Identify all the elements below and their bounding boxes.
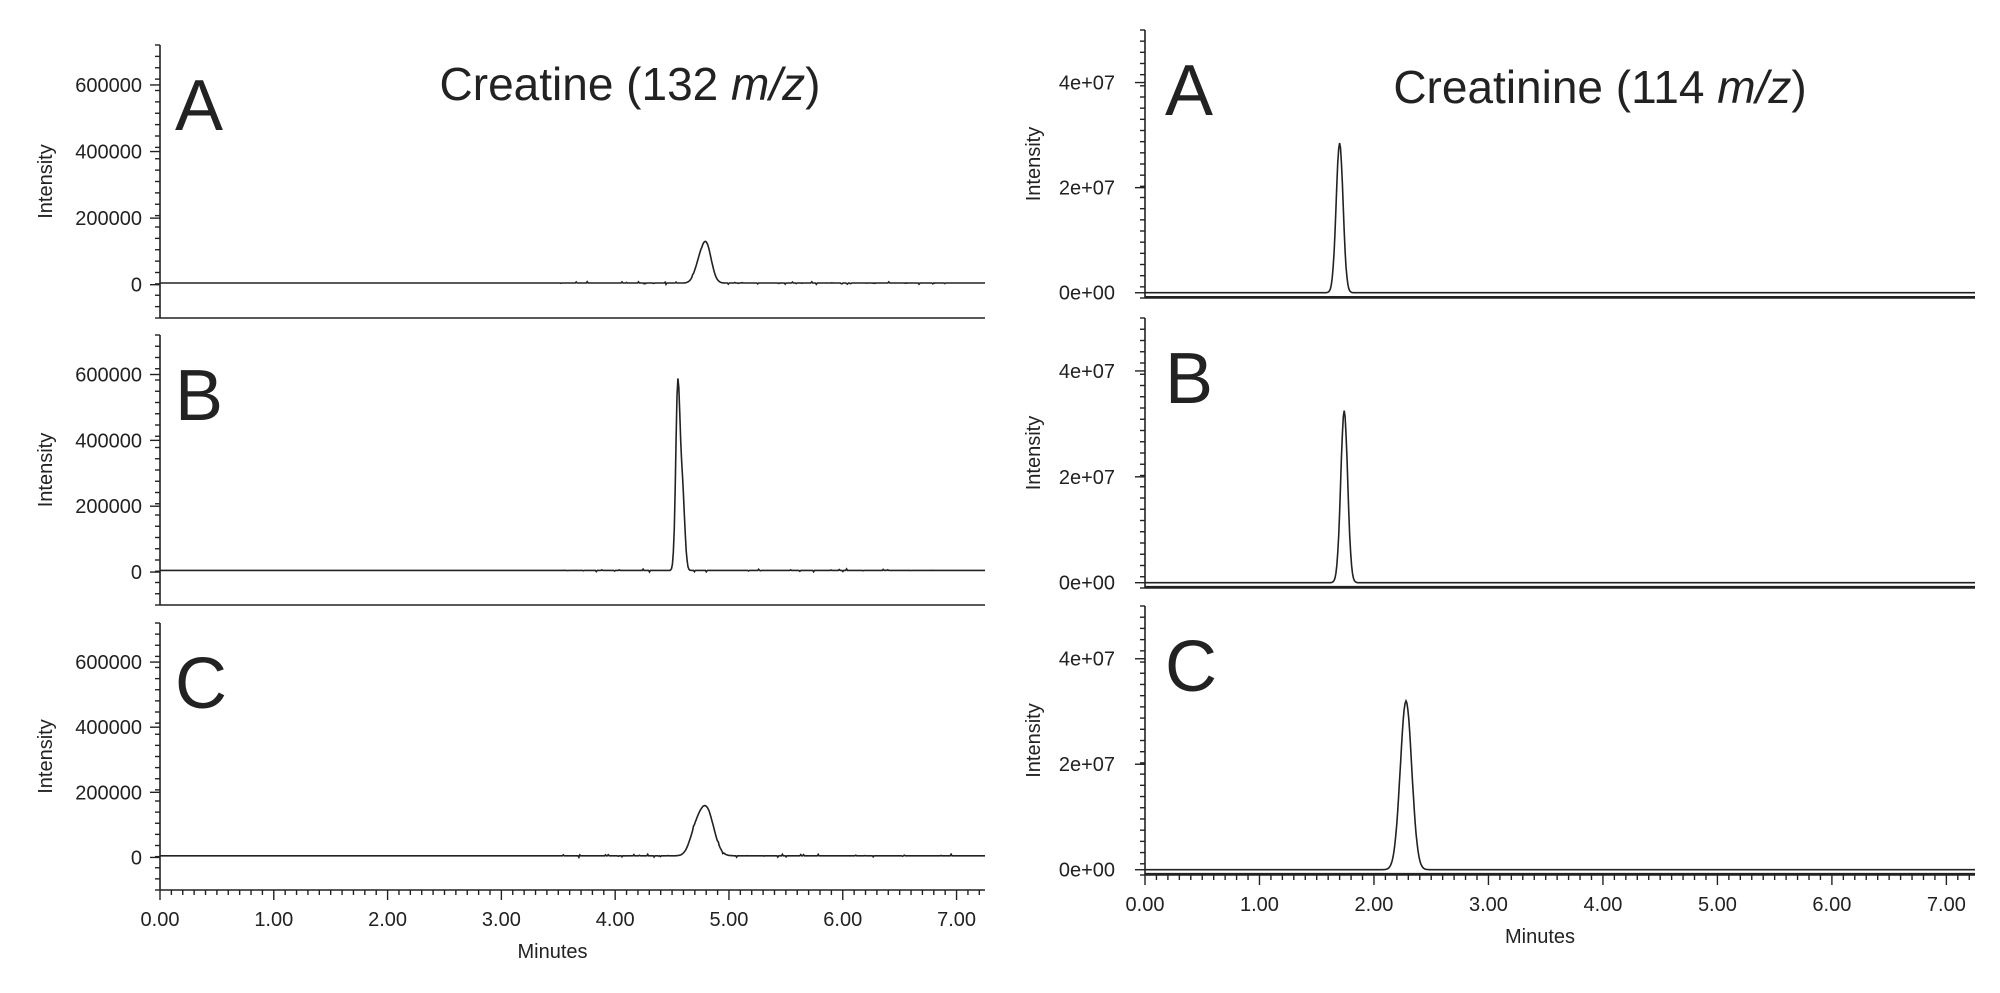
chromatogram-trace bbox=[160, 240, 985, 286]
y-axis-title: Intensity bbox=[1023, 127, 1045, 201]
y-axis-title: Intensity bbox=[35, 719, 57, 793]
compound-title: Creatinine (114 m/z) bbox=[1393, 61, 1806, 113]
y-tick-label: 400000 bbox=[75, 430, 142, 452]
x-tick-label: 4.00 bbox=[1583, 894, 1622, 916]
x-tick-label: 1.00 bbox=[1240, 894, 1279, 916]
x-axis-title: Minutes bbox=[1505, 926, 1575, 948]
x-tick-label: 3.00 bbox=[1469, 894, 1508, 916]
y-tick-label: 0 bbox=[131, 275, 142, 297]
y-tick-label: 0e+00 bbox=[1059, 573, 1115, 595]
panel-letter: B bbox=[1165, 339, 1213, 419]
y-tick-label: 600000 bbox=[75, 365, 142, 387]
chart-0: 0 200000 400000 600000 Intensity A 0 200000 4000… bbox=[35, 44, 985, 963]
compound-title: Creatine (132 m/z) bbox=[440, 58, 821, 110]
y-axis-title: Intensity bbox=[1023, 416, 1045, 490]
x-tick-label: 3.00 bbox=[482, 909, 521, 931]
chromatogram-trace bbox=[160, 804, 985, 860]
x-tick-label: 2.00 bbox=[1354, 894, 1393, 916]
panel-c: 0 200000 400000 600000 Intensity C bbox=[35, 622, 985, 891]
x-axis-title: Minutes bbox=[517, 941, 587, 963]
x-tick-label: 0.00 bbox=[1126, 894, 1165, 916]
chromatogram-trace bbox=[1145, 698, 1975, 871]
y-tick-label: 4e+07 bbox=[1059, 361, 1115, 383]
panel-c: 0e+00 2e+07 4e+07 Intensity C bbox=[1023, 605, 1975, 882]
y-tick-label: 2e+07 bbox=[1059, 467, 1115, 489]
y-tick-label: 200000 bbox=[75, 496, 142, 518]
y-tick-label: 0 bbox=[131, 562, 142, 584]
panel-b: 0e+00 2e+07 4e+07 Intensity B bbox=[1023, 317, 1975, 595]
x-tick-label: 0.00 bbox=[141, 909, 180, 931]
panel-b: 0 200000 400000 600000 Intensity B bbox=[35, 334, 985, 606]
y-axis-title: Intensity bbox=[35, 433, 57, 507]
y-tick-label: 600000 bbox=[75, 652, 142, 674]
panel-letter: A bbox=[1165, 51, 1213, 131]
y-tick-label: 0e+00 bbox=[1059, 283, 1115, 305]
y-tick-label: 200000 bbox=[75, 782, 142, 804]
x-tick-label: 2.00 bbox=[368, 909, 407, 931]
y-axis-title: Intensity bbox=[35, 144, 57, 218]
x-tick-label: 5.00 bbox=[709, 909, 748, 931]
y-tick-label: 200000 bbox=[75, 208, 142, 230]
chart-1: 0e+00 2e+07 4e+07 Intensity A 0e+00 2e+07 4e+07… bbox=[1023, 29, 1975, 948]
y-axis-title: Intensity bbox=[1023, 703, 1045, 777]
y-tick-label: 600000 bbox=[75, 75, 142, 97]
y-tick-label: 4e+07 bbox=[1059, 649, 1115, 671]
panel-letter: B bbox=[175, 356, 223, 436]
y-tick-label: 400000 bbox=[75, 142, 142, 164]
y-tick-label: 4e+07 bbox=[1059, 73, 1115, 95]
y-tick-label: 2e+07 bbox=[1059, 754, 1115, 776]
x-tick-label: 5.00 bbox=[1698, 894, 1737, 916]
chromatogram-trace bbox=[1145, 142, 1975, 294]
x-tick-label: 6.00 bbox=[823, 909, 862, 931]
panel-a: 0 200000 400000 600000 Intensity A bbox=[35, 44, 985, 319]
panel-letter: C bbox=[1165, 627, 1217, 707]
x-tick-label: 7.00 bbox=[937, 909, 976, 931]
x-tick-label: 7.00 bbox=[1927, 894, 1966, 916]
x-tick-label: 1.00 bbox=[254, 909, 293, 931]
y-tick-label: 0 bbox=[131, 847, 142, 869]
chromatogram-trace bbox=[160, 378, 985, 574]
x-tick-label: 4.00 bbox=[596, 909, 635, 931]
y-tick-label: 0e+00 bbox=[1059, 860, 1115, 882]
y-tick-label: 2e+07 bbox=[1059, 178, 1115, 200]
chromatogram-trace bbox=[1145, 410, 1975, 584]
panel-letter: C bbox=[175, 644, 227, 724]
x-tick-label: 6.00 bbox=[1812, 894, 1851, 916]
y-tick-label: 400000 bbox=[75, 717, 142, 739]
panel-a: 0e+00 2e+07 4e+07 Intensity A bbox=[1023, 29, 1975, 305]
panel-letter: A bbox=[175, 66, 223, 146]
